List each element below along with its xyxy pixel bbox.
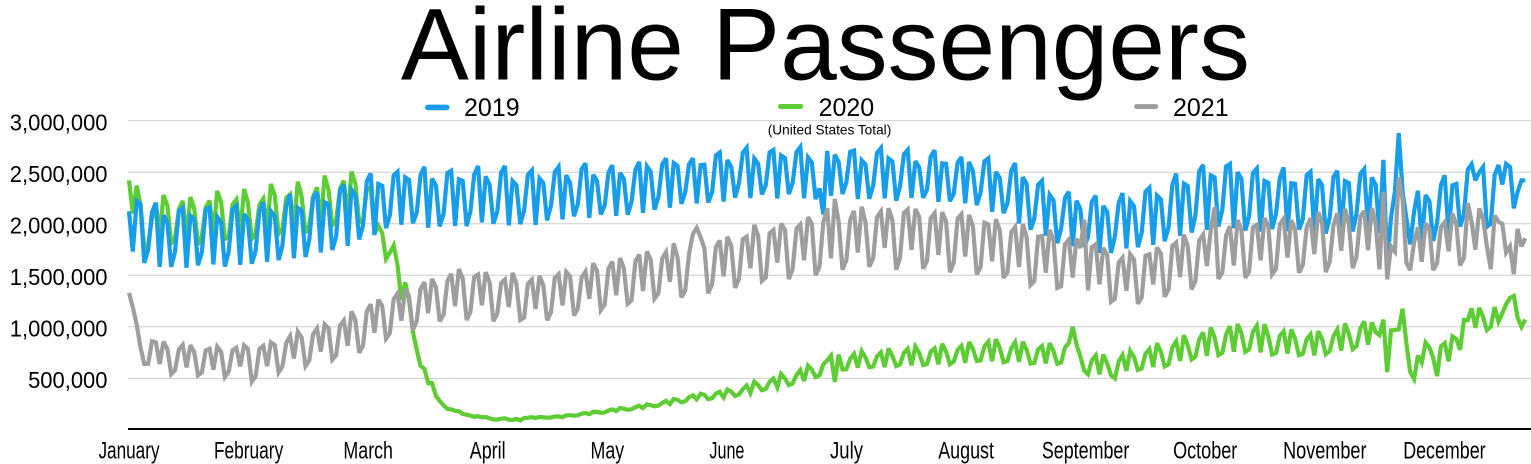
svg-text:2,500,000: 2,500,000 <box>10 161 108 187</box>
svg-text:March: March <box>343 438 393 464</box>
svg-text:June: June <box>709 438 744 464</box>
svg-text:500,000: 500,000 <box>28 367 107 393</box>
svg-text:(United States Total): (United States Total) <box>768 122 892 138</box>
svg-text:October: October <box>1173 438 1237 464</box>
svg-text:2019: 2019 <box>464 94 520 122</box>
svg-text:2,000,000: 2,000,000 <box>10 212 108 238</box>
svg-text:3,000,000: 3,000,000 <box>10 109 108 135</box>
svg-text:September: September <box>1042 438 1130 464</box>
svg-text:February: February <box>214 438 283 464</box>
svg-text:May: May <box>591 438 625 464</box>
svg-text:April: April <box>470 438 506 464</box>
svg-text:July: July <box>830 438 863 464</box>
svg-text:January: January <box>98 438 159 464</box>
svg-text:1,500,000: 1,500,000 <box>10 264 108 290</box>
svg-text:August: August <box>938 438 994 464</box>
svg-text:November: November <box>1283 438 1366 464</box>
svg-text:1,000,000: 1,000,000 <box>10 316 108 342</box>
svg-text:2020: 2020 <box>819 94 875 122</box>
svg-text:Airline Passengers: Airline Passengers <box>401 0 1250 101</box>
svg-text:2021: 2021 <box>1173 94 1229 122</box>
svg-text:December: December <box>1403 438 1485 464</box>
